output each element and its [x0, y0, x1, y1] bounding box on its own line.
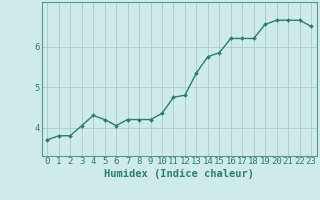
X-axis label: Humidex (Indice chaleur): Humidex (Indice chaleur): [104, 169, 254, 179]
